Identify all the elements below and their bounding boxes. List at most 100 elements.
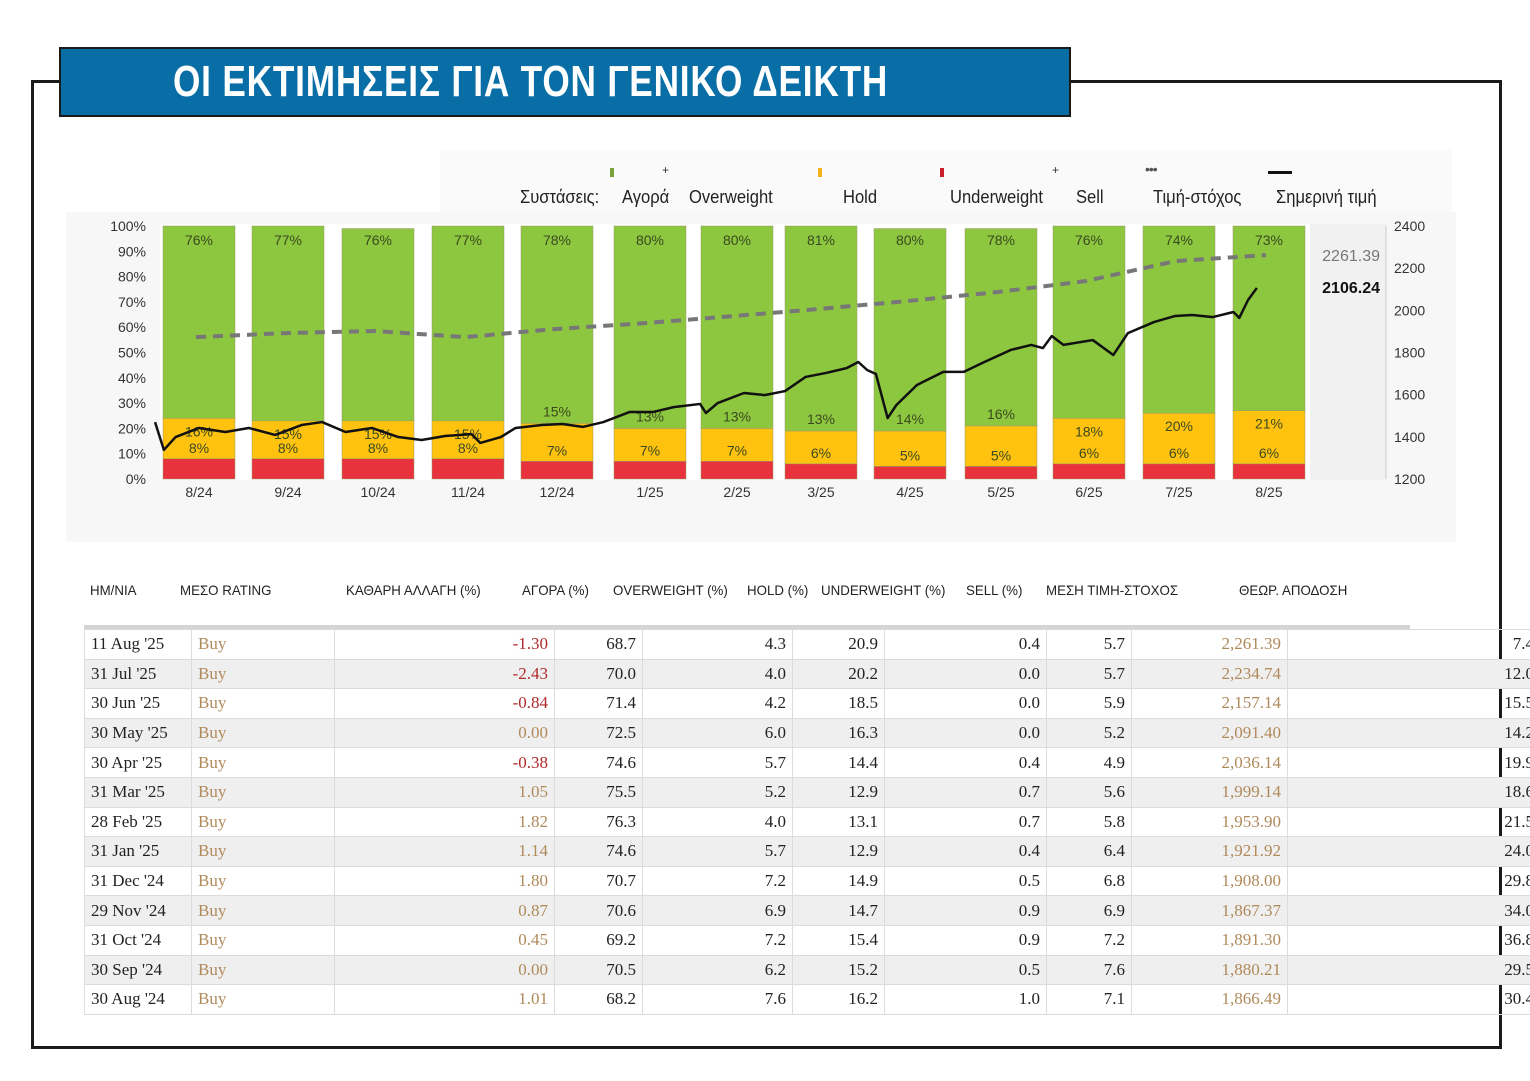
- table-cell: 12.9: [792, 836, 885, 867]
- table-cell: 4.2: [642, 688, 793, 719]
- table-row: 11 Aug '25 Buy -1.30 68.7 4.3 20.9 0.4 5.7 2,261…: [84, 629, 1530, 660]
- sell-data-label: 7%: [640, 442, 660, 458]
- table-cell: 2,036.14: [1131, 747, 1288, 778]
- table-cell: 2,261.39: [1131, 629, 1288, 660]
- bar-sell-3/25: [784, 463, 858, 480]
- table-cell: -2.43: [334, 658, 555, 690]
- buy-data-label: 78%: [543, 232, 571, 248]
- page-title: ΟΙ ΕΚΤΙΜΗΣΕΙΣ ΓΙΑ ΤΟΝ ΓΕΝΙΚΟ ΔΕΙΚΤΗ: [173, 57, 889, 106]
- bar-αγορά-9/24: [251, 225, 325, 422]
- table-cell: -1.30: [334, 629, 555, 660]
- table-cell: 0.5: [884, 865, 1047, 897]
- table-cell: Buy: [191, 895, 335, 926]
- table-cell: Buy: [191, 836, 335, 867]
- x-tick-label: 6/25: [1075, 484, 1102, 500]
- y-right-tick-label: 2400: [1394, 218, 1425, 234]
- bar-sell-9/24: [251, 458, 325, 480]
- plus-icon: +: [1052, 163, 1060, 177]
- x-tick-label: 11/24: [451, 484, 485, 500]
- x-tick-label: 9/24: [274, 484, 301, 500]
- table-cell: 1.14: [334, 836, 555, 867]
- bar-hold-10/24: [341, 420, 415, 460]
- bar-sell-8/24: [162, 458, 236, 480]
- table-cell: 7.1: [1046, 984, 1132, 1015]
- table-cell: 1,908.00: [1131, 865, 1288, 897]
- table-cell: 70.5: [554, 954, 643, 986]
- bar-sell-2/25: [700, 461, 774, 480]
- buy-data-label: 78%: [987, 232, 1015, 248]
- table-cell: 5.6: [1046, 776, 1132, 808]
- y-left-tick-label: 0%: [126, 471, 146, 487]
- table-cell: 68.2: [554, 984, 643, 1015]
- column-header: ΘΕΩΡ. ΑΠΟΔΟΣΗ: [1239, 582, 1348, 598]
- table-cell: 5.7: [1046, 629, 1132, 660]
- hold-data-label: 15%: [543, 403, 571, 419]
- x-tick-label: 8/25: [1255, 484, 1282, 500]
- bar-sell-4/25: [873, 466, 947, 480]
- table-cell: 0.87: [334, 895, 555, 926]
- table-cell: 72.5: [554, 717, 643, 749]
- legend-item-sell: Sell: [1076, 187, 1104, 207]
- table-cell: 30 Jun '25: [84, 688, 192, 719]
- sell-data-label: 7%: [727, 442, 747, 458]
- hold-data-label: 13%: [807, 411, 835, 427]
- table-cell: 18.6: [1287, 776, 1530, 808]
- table-cell: 15.4: [792, 924, 885, 956]
- table-cell: 30 Apr '25: [84, 747, 192, 778]
- table-cell: 0.45: [334, 924, 555, 956]
- table-cell: 5.9: [1046, 688, 1132, 719]
- table-cell: 6.9: [1046, 895, 1132, 926]
- table-cell: 74.6: [554, 836, 643, 867]
- table-cell: 0.00: [334, 717, 555, 749]
- dotted-line-icon: •••: [1145, 161, 1158, 177]
- table-cell: 7.6: [1046, 954, 1132, 986]
- y-right-tick-label: 1400: [1394, 429, 1425, 445]
- table-cell: Buy: [191, 688, 335, 719]
- table-cell: 0.4: [884, 836, 1047, 867]
- table-cell: 5.2: [642, 776, 793, 808]
- plus-icon: +: [662, 163, 670, 177]
- table-cell: Buy: [191, 806, 335, 838]
- table-cell: 5.7: [642, 836, 793, 867]
- table-cell: 70.6: [554, 895, 643, 926]
- column-header: UNDERWEIGHT (%): [821, 582, 946, 598]
- table-cell: 68.7: [554, 629, 643, 660]
- table-cell: 29.8: [1287, 865, 1530, 897]
- x-tick-label: 7/25: [1165, 484, 1192, 500]
- table-row: 30 Sep '24 Buy 0.00 70.5 6.2 15.2 0.5 7.6 1,880.…: [84, 954, 1530, 986]
- buy-data-label: 81%: [807, 232, 835, 248]
- table-cell: 30 Aug '24: [84, 984, 192, 1015]
- table-cell: 5.7: [642, 747, 793, 778]
- x-tick-label: 3/25: [807, 484, 834, 500]
- table-cell: 14.9: [792, 865, 885, 897]
- x-tick-label: 4/25: [896, 484, 923, 500]
- x-tick-label: 1/25: [636, 484, 663, 500]
- sell-data-label: 8%: [458, 440, 478, 456]
- buy-data-label: 73%: [1255, 232, 1283, 248]
- sell-data-label: 8%: [278, 440, 298, 456]
- table-cell: 16.2: [792, 984, 885, 1015]
- table-cell: 1,891.30: [1131, 924, 1288, 956]
- table-cell: 2,091.40: [1131, 717, 1288, 749]
- x-tick-label: 8/24: [185, 484, 212, 500]
- bar-αγορά-11/24: [431, 225, 505, 422]
- legend-item-underweight: Underweight: [950, 187, 1043, 207]
- hold-data-label: 14%: [896, 411, 924, 427]
- table-cell: 1,921.92: [1131, 836, 1288, 867]
- table-cell: 5.2: [1046, 717, 1132, 749]
- table-cell: 75.5: [554, 776, 643, 808]
- target-price-line: [195, 253, 1267, 340]
- table-cell: 2,234.74: [1131, 658, 1288, 690]
- sell-data-label: 7%: [547, 442, 567, 458]
- sell-data-label: 5%: [900, 447, 920, 463]
- table-cell: 0.5: [884, 954, 1047, 986]
- table-cell: 20.9: [792, 629, 885, 660]
- bar-hold-3/25: [784, 430, 858, 465]
- legend-item-hold: Hold: [843, 187, 878, 207]
- table-cell: 4.9: [1046, 747, 1132, 778]
- column-header: ΗΜ/ΝΙΑ: [90, 582, 137, 598]
- legend-item-target: Τιμή-στόχος: [1153, 187, 1242, 207]
- table-cell: 1.82: [334, 806, 555, 838]
- sell-data-label: 8%: [368, 440, 388, 456]
